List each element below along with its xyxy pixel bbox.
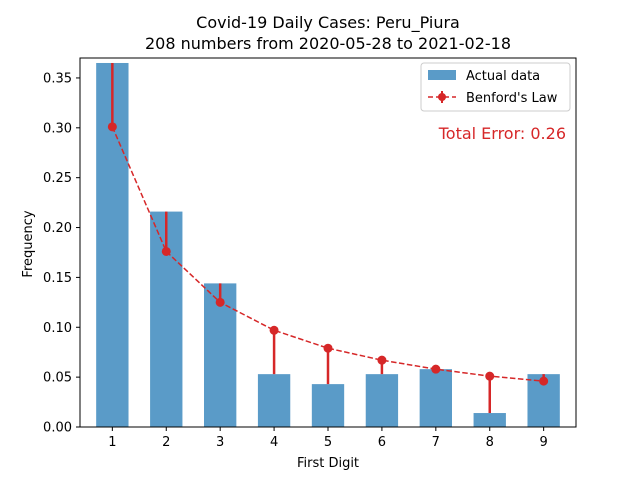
y-tick-label: 0.30 [43,121,72,136]
benford-point-digit-2 [161,246,171,256]
y-tick-label: 0.15 [43,271,72,286]
benford-point-digit-3 [215,297,225,307]
y-tick-label: 0.05 [43,371,72,386]
y-tick-label: 0.00 [43,421,72,436]
x-tick-label: 4 [270,435,278,450]
legend-swatch-actual [428,70,456,80]
legend-frame [420,62,571,112]
bar-digit-8 [473,413,506,427]
x-tick-label: 6 [378,435,386,450]
y-axis-label: Frequency [21,210,36,277]
bar-digit-4 [257,374,291,427]
benford-point-digit-5 [323,343,333,353]
y-tick-label: 0.25 [43,171,72,186]
x-axis-label: First Digit [297,456,359,471]
legend-label-actual: Actual data [466,69,540,84]
chart-title-line2: 208 numbers from 2020-05-28 to 2021-02-1… [145,34,511,53]
legend-label-benford: Benford's Law [466,91,558,106]
x-tick-label: 8 [486,435,494,450]
benford-point-digit-7 [431,364,441,374]
y-tick-label: 0.20 [43,221,72,236]
benford-point-digit-1 [107,122,117,132]
benford-point-digit-6 [377,355,387,365]
bar-digit-3 [204,283,237,427]
benford-line [111,126,544,382]
plot-area: 1 2 3 4 5 6 7 8 9 0.00 0.05 0.10 0.15 0.20 0.25 0.30 0.3… [43,57,577,450]
x-tick-label: 2 [162,435,170,450]
bar-digit-5 [311,384,345,427]
total-error-annotation: Total Error: 0.26 [438,124,566,143]
x-tick-label: 3 [216,435,224,450]
chart-title-line1: Covid-19 Daily Cases: Peru_Piura [196,13,460,33]
benford-point-digit-8 [485,371,495,381]
y-tick-label: 0.35 [43,71,72,86]
benford-point-digit-9 [539,376,549,386]
legend-marker-benford [438,93,446,101]
bar-digit-6 [365,374,399,427]
benford-point-digit-4 [269,325,279,335]
y-tick-label: 0.10 [43,321,72,336]
x-tick-label: 7 [432,435,440,450]
x-tick-label: 5 [324,435,332,450]
x-tick-label: 9 [540,435,548,450]
bar-digit-7 [419,369,452,427]
x-tick-label: 1 [108,435,116,450]
legend: Actual data Benford's Law [420,62,571,112]
